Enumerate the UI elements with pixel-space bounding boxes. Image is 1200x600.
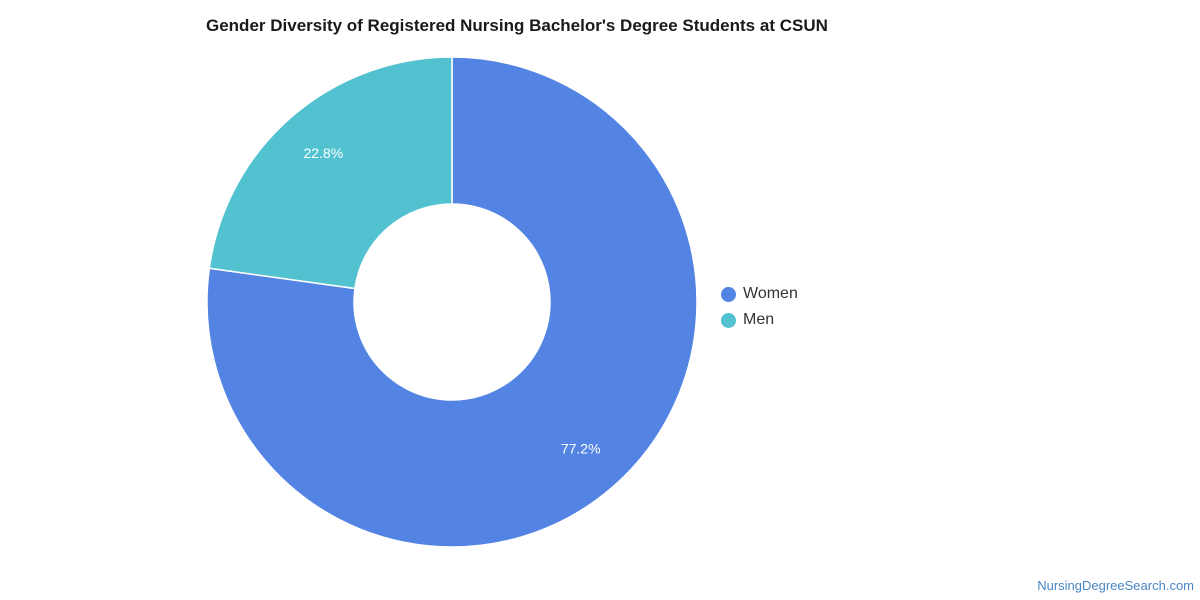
slice-label-men: 22.8%: [303, 145, 343, 161]
chart-title: Gender Diversity of Registered Nursing B…: [206, 16, 828, 35]
legend-swatch-men: [721, 312, 736, 328]
legend-item-women[interactable]: Women: [721, 281, 798, 307]
donut-slice-men[interactable]: [208, 56, 453, 290]
legend-swatch-women: [721, 286, 736, 302]
donut-slice-women[interactable]: [206, 56, 698, 548]
source-link[interactable]: NursingDegreeSearch.com: [1037, 578, 1194, 593]
chart-legend: Women Men: [721, 281, 798, 333]
legend-item-men[interactable]: Men: [721, 307, 798, 333]
legend-label-women: Women: [743, 285, 798, 302]
legend-label-men: Men: [743, 311, 775, 328]
slice-label-women: 77.2%: [561, 441, 601, 457]
